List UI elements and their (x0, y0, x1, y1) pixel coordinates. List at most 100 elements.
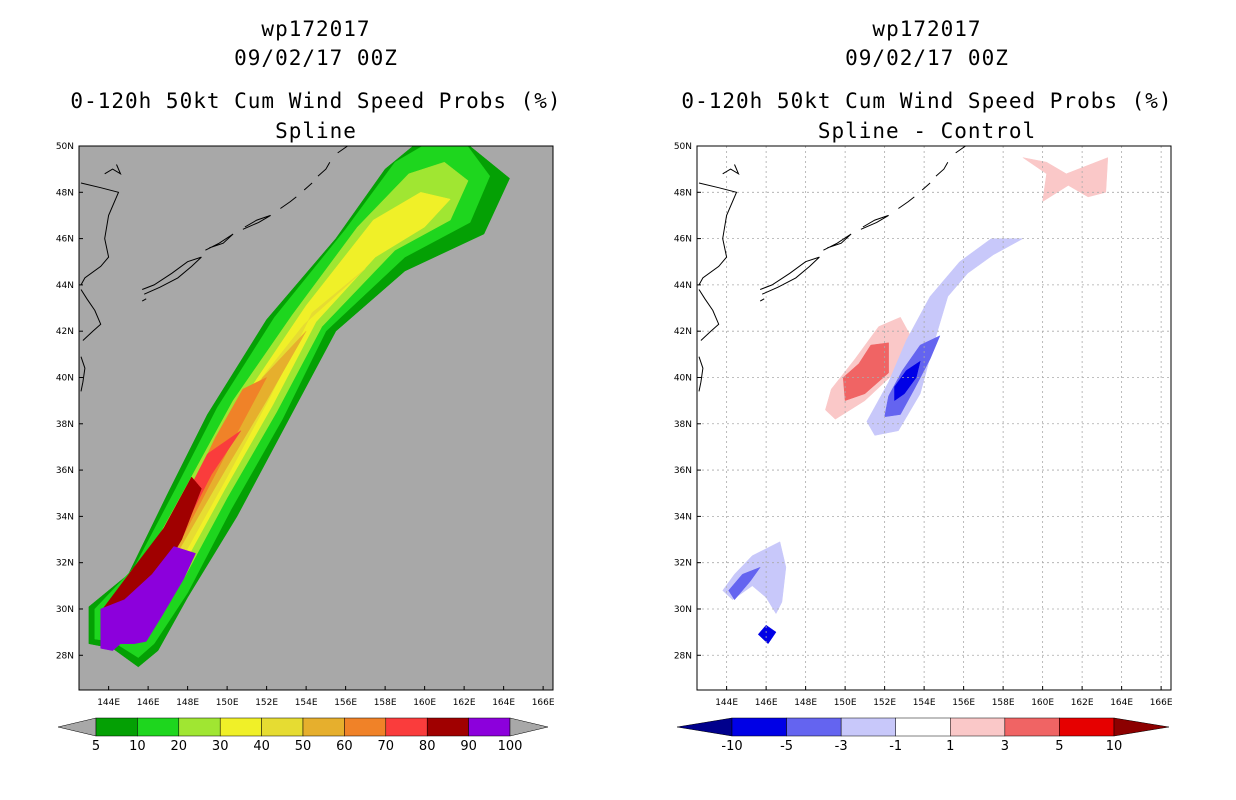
left-coastline-6 (242, 214, 271, 230)
left-coastline-11 (141, 298, 147, 302)
left-colorbar-swatch-7 (385, 717, 428, 737)
left-colorbar-label-6: 60 (336, 739, 353, 754)
right-ytick-label-44N: 44N (674, 281, 692, 291)
right-title-line-4: Spline - Control (817, 119, 1037, 143)
right-coastline-4 (760, 256, 820, 295)
left-ytick-label-34N: 34N (56, 512, 74, 522)
left-colorbar-swatch-6 (344, 717, 387, 737)
right-colorbar-swatch-3 (895, 717, 951, 737)
left-colorbar-label-10: 100 (498, 739, 523, 754)
right-ytick-label-34N: 34N (674, 512, 692, 522)
right-colorbar-label-4: 1 (946, 739, 954, 754)
right-contour-band--1-6 (722, 541, 787, 615)
right-xtick-label-156E: 156E (952, 698, 975, 708)
right-coastline-0 (698, 182, 738, 286)
right-ytick-label-48N: 48N (674, 188, 692, 198)
right-xtick-label-150E: 150E (834, 698, 857, 708)
left-map-panel: 144E 146E 148E 150E 152E 154E 156E 158E 160E 162E… (56, 142, 555, 754)
left-colorbar-swatch-2 (178, 717, 221, 737)
right-colorbar-label-7: 10 (1106, 739, 1123, 754)
right-ytick-label-30N: 30N (674, 605, 692, 615)
right-coastline-11 (759, 298, 765, 302)
right-ytick-label-42N: 42N (674, 327, 692, 337)
right-ytick-label-36N: 36N (674, 466, 692, 476)
left-title-line-2: 09/02/17 00Z (234, 46, 398, 70)
left-map-frame (78, 145, 554, 691)
right-title-line-3: 0-120h 50kt Cum Wind Speed Probs (%) (681, 89, 1173, 113)
left-colorbar-label-2: 20 (171, 739, 188, 754)
left-xtick-label-146E: 146E (137, 698, 160, 708)
right-colorbar-label-2: -3 (835, 739, 848, 754)
left-ytick-label-32N: 32N (56, 559, 74, 569)
left-colorbar-label-0: 5 (92, 739, 100, 754)
right-colorbar-swatch-1 (786, 717, 842, 737)
left-ytick-label-48N: 48N (56, 188, 74, 198)
right-title-line-2: 09/02/17 00Z (845, 46, 1009, 70)
left-colorbar: 5 10 20 30 40 50 60 70 80 90 100 (57, 717, 549, 754)
right-xtick-label-146E: 146E (755, 698, 778, 708)
left-colorbar-label-1: 10 (129, 739, 146, 754)
left-xtick-label-150E: 150E (216, 698, 239, 708)
left-colorbar-label-4: 40 (253, 739, 270, 754)
left-colorbar-swatch-8 (426, 717, 469, 737)
right-coastline-10 (955, 146, 966, 154)
left-coastline-7 (280, 196, 297, 209)
left-xtick-label-160E: 160E (413, 698, 436, 708)
left-ytick-label-46N: 46N (56, 235, 74, 245)
right-colorbar-label-3: -1 (889, 739, 902, 754)
right-xtick-label-152E: 152E (873, 698, 896, 708)
left-xtick-label-154E: 154E (295, 698, 318, 708)
left-title-line-4: Spline (275, 119, 357, 143)
right-colorbar-label-6: 5 (1055, 739, 1063, 754)
right-colorbar-swatch-2 (840, 717, 896, 737)
right-coastline-2 (698, 356, 704, 392)
right-colorbar-swatch-4 (950, 717, 1006, 737)
left-xtick-label-158E: 158E (374, 698, 397, 708)
left-contour-band-90-9 (100, 546, 196, 651)
left-coastline-8 (303, 182, 313, 191)
left-colorbar-swatch-5 (302, 717, 345, 737)
left-contour-layer (80, 146, 510, 668)
left-coastline-0 (80, 182, 120, 286)
right-map-frame (696, 145, 1172, 691)
right-colorbar-swatch-0 (731, 717, 787, 737)
left-colorbar-swatch-0 (95, 717, 138, 737)
right-contour-band--3-7 (728, 566, 761, 601)
left-coastline-10 (337, 146, 348, 154)
left-coastline-9 (317, 161, 331, 177)
right-ytick-label-46N: 46N (674, 235, 692, 245)
right-contour-band-1-0 (1022, 157, 1109, 203)
left-xtick-label-164E: 164E (492, 698, 515, 708)
right-xtick-label-162E: 162E (1071, 698, 1094, 708)
left-coastline-5 (205, 233, 234, 251)
left-xtick-label-144E: 144E (97, 698, 120, 708)
right-ytick-label-32N: 32N (674, 559, 692, 569)
left-xtick-label-156E: 156E (334, 698, 357, 708)
left-xtick-label-166E: 166E (532, 698, 555, 708)
right-title-line-1: wp172017 (872, 17, 982, 41)
right-coastline-6 (860, 214, 889, 230)
left-ytick-label-42N: 42N (56, 327, 74, 337)
right-contour-band--5-5 (894, 360, 921, 402)
left-ytick-label-50N: 50N (56, 142, 74, 152)
right-coastline-8 (921, 182, 931, 191)
left-colorbar-label-8: 80 (419, 739, 436, 754)
left-colorbar-label-3: 30 (212, 739, 229, 754)
right-coastline-9 (935, 161, 949, 177)
left-title-line-1: wp172017 (261, 17, 371, 41)
right-xtick-label-164E: 164E (1110, 698, 1133, 708)
right-map-background (697, 146, 1171, 690)
right-ytick-label-28N: 28N (674, 651, 692, 661)
right-coastline-3 (722, 164, 740, 176)
right-ytick-label-50N: 50N (674, 142, 692, 152)
right-contour-band--5-8 (757, 624, 777, 645)
right-xtick-label-148E: 148E (794, 698, 817, 708)
right-colorbar-label-5: 3 (1001, 739, 1009, 754)
left-xtick-label-162E: 162E (453, 698, 476, 708)
right-coastline-5 (823, 233, 852, 251)
left-coastline-4 (142, 256, 202, 295)
left-colorbar-swatch-3 (219, 717, 262, 737)
left-colorbar-swatch-4 (261, 717, 304, 737)
right-contour-layer (697, 146, 1171, 690)
left-ytick-label-36N: 36N (56, 466, 74, 476)
